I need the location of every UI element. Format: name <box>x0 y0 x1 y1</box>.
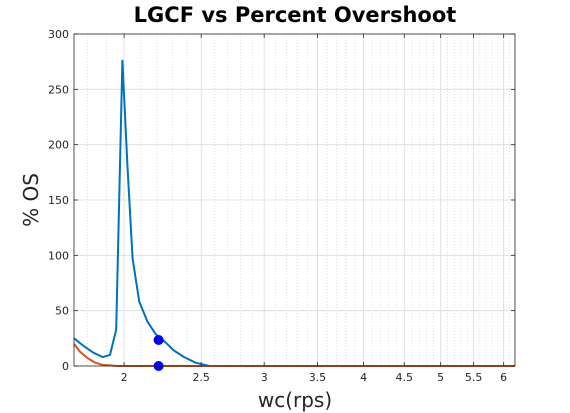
y-tick-label: 200 <box>48 139 69 152</box>
x-tick-label: 3 <box>261 371 268 384</box>
tick-marks <box>74 33 515 367</box>
x-axis-label: wc(rps) <box>258 388 332 412</box>
y-axis-label: % OS <box>19 173 43 227</box>
y-tick-label: 300 <box>48 28 69 41</box>
x-tick-label: 4.5 <box>396 371 414 384</box>
x-tick-label: 5.5 <box>465 371 483 384</box>
y-tick-label: 0 <box>62 360 69 373</box>
x-tick-label: 3.5 <box>309 371 327 384</box>
x-tick-label: 4 <box>360 371 367 384</box>
x-tick-label: 6 <box>500 371 507 384</box>
chart-title: LGCF vs Percent Overshoot <box>134 3 457 27</box>
x-tick-label: 5 <box>437 371 444 384</box>
y-tick-labels: 0 50 100 150 200 250 300 <box>48 28 69 373</box>
data-marker-1 <box>153 334 164 345</box>
y-tick-label: 100 <box>48 249 69 262</box>
x-tick-label: 2.5 <box>192 371 210 384</box>
x-tick-labels: 2 2.5 3 3.5 4 4.5 5 5.5 6 <box>121 371 508 384</box>
x-tick-label: 2 <box>121 371 128 384</box>
y-tick-label: 250 <box>48 83 69 96</box>
y-tick-label: 50 <box>55 305 69 318</box>
y-tick-label: 150 <box>48 194 69 207</box>
